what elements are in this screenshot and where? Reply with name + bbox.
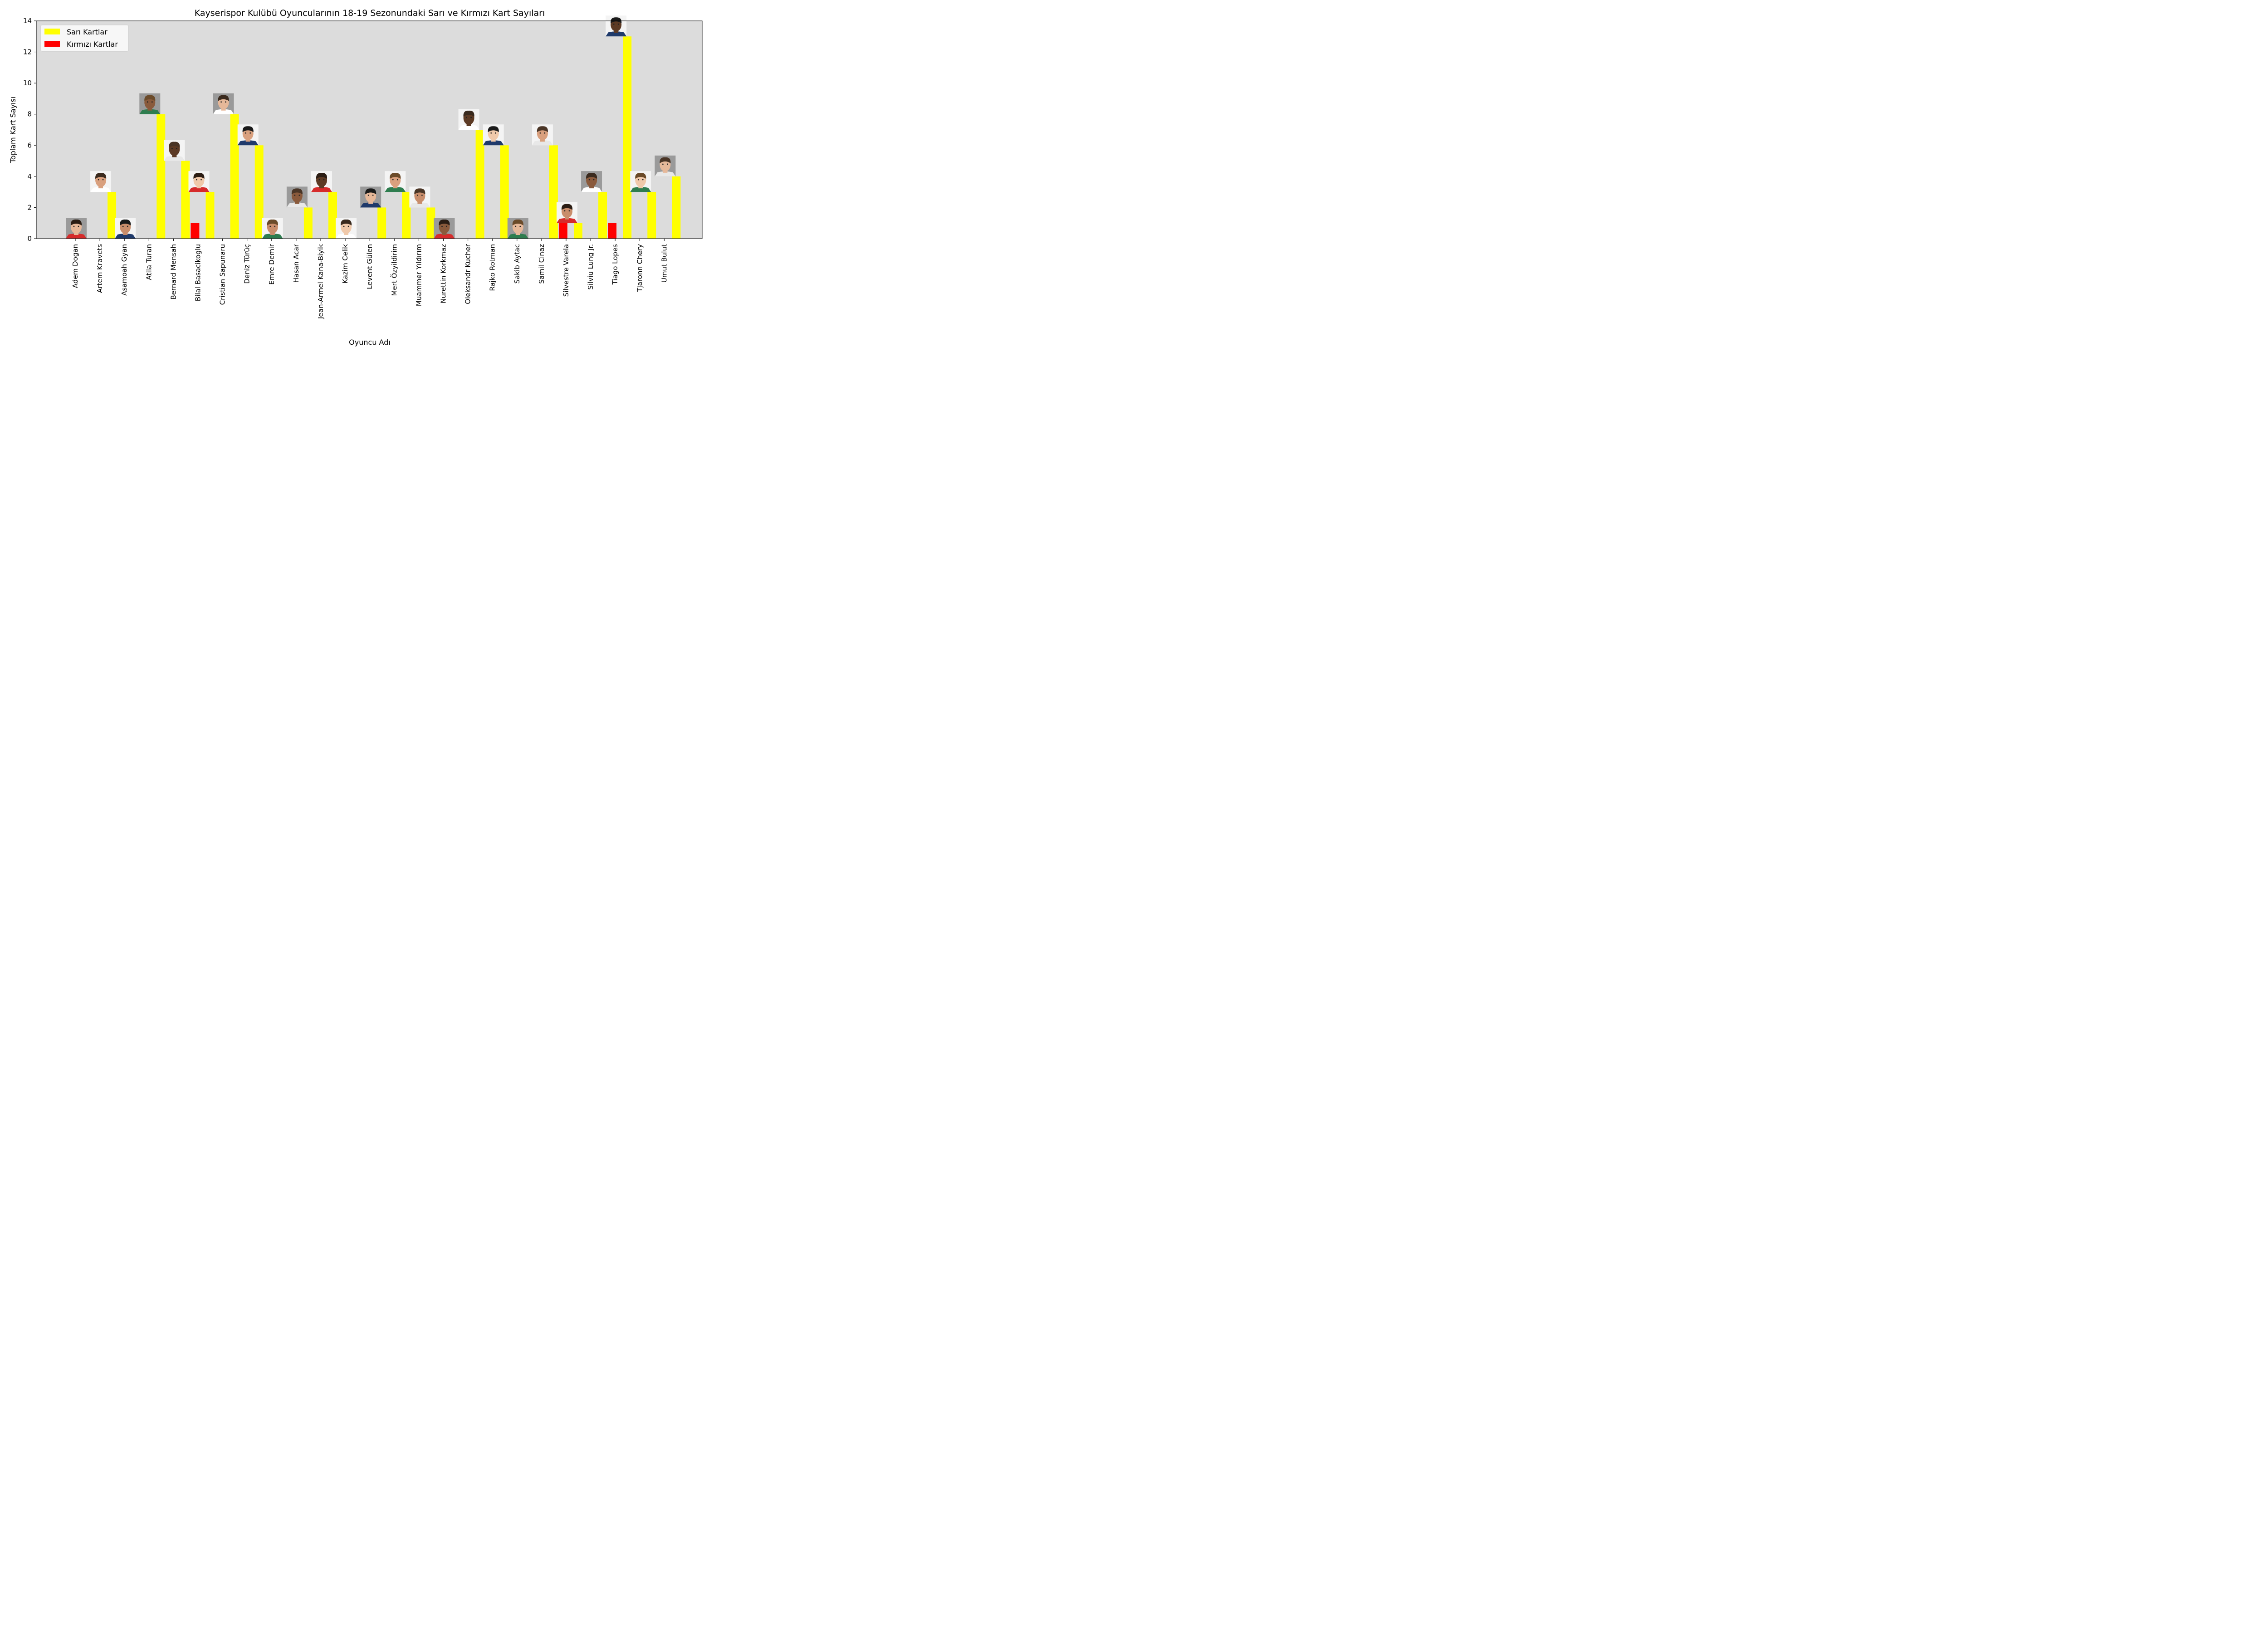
x-tick-label: Jean-Armel Kana-Biyik <box>317 244 325 319</box>
player-face-icon <box>237 124 259 146</box>
player-face-icon <box>139 93 161 114</box>
yellow-card-bar <box>426 207 435 239</box>
yellow-card-bar <box>598 192 607 239</box>
player-face-icon <box>360 186 381 208</box>
yellow-card-bar <box>303 207 313 239</box>
x-tick-label: Bilal Basacikoglu <box>194 244 202 301</box>
x-axis: Adem Dogan Artem Kravets Asamoah Gyan Atila… <box>71 239 668 319</box>
bars-layer <box>108 36 681 239</box>
y-tick-label: 4 <box>27 172 32 181</box>
yellow-card-bar <box>156 114 166 239</box>
player-face-icon <box>115 218 136 239</box>
x-tick-label: Tiago Lopes <box>611 244 619 285</box>
player-face-icon <box>655 155 676 176</box>
player-face-icon <box>606 15 627 37</box>
legend-swatch-yellow <box>44 29 60 34</box>
player-face-icon <box>532 124 553 146</box>
x-tick-label: Emre Demir <box>268 244 276 284</box>
x-tick-label: Mert Özyildirim <box>390 244 398 296</box>
y-axis-label: Toplam Kart Sayısı <box>9 97 17 164</box>
yellow-card-bar <box>574 223 582 239</box>
player-face-icon <box>557 202 577 223</box>
player-face-icon <box>188 171 210 192</box>
yellow-card-bar <box>230 114 239 239</box>
yellow-card-bar <box>377 207 386 239</box>
yellow-card-bar <box>205 192 215 239</box>
yellow-card-bar <box>108 192 117 239</box>
yellow-card-bar <box>623 36 632 239</box>
yellow-card-bar <box>500 145 509 239</box>
red-card-bar <box>558 223 567 239</box>
player-face-icon <box>409 186 430 208</box>
x-tick-label: Samil Cinaz <box>538 244 546 284</box>
yellow-card-bar <box>254 145 264 239</box>
chart: Kayserispor Kulübü Oyuncularının 18-19 S… <box>9 8 703 347</box>
yellow-card-bar <box>328 192 337 239</box>
x-tick-label: Tjaronn Chery <box>635 244 644 293</box>
player-face-icon <box>286 186 308 208</box>
y-tick-label: 12 <box>23 48 32 56</box>
yellow-card-bar <box>475 130 484 239</box>
y-axis: 0 2 4 6 8 10 12 14 <box>23 17 36 243</box>
y-tick-label: 0 <box>27 235 32 243</box>
x-tick-label: Atila Turan <box>145 244 153 280</box>
yellow-card-bar <box>402 192 411 239</box>
player-face-icon <box>336 218 357 239</box>
y-tick-label: 10 <box>23 79 32 87</box>
x-tick-label: Asamoah Gyan <box>120 244 128 296</box>
red-card-bar <box>608 223 617 239</box>
player-face-icon <box>630 171 651 192</box>
yellow-card-bar <box>181 161 190 239</box>
x-tick-label: Levent Gülen <box>366 244 374 289</box>
x-tick-label: Silviu Lung Jr. <box>587 244 595 290</box>
y-tick-label: 6 <box>27 141 32 149</box>
player-face-icon <box>483 124 504 146</box>
y-tick-label: 14 <box>23 17 32 25</box>
x-tick-label: Deniz Türüç <box>243 244 251 284</box>
x-tick-label: Rajko Rotman <box>489 244 497 291</box>
yellow-card-bar <box>549 145 558 239</box>
x-tick-label: Cristian Sapunaru <box>219 244 227 305</box>
x-tick-label: Umut Bulut <box>660 244 668 283</box>
player-face-icon <box>66 218 87 239</box>
chart-title: Kayserispor Kulübü Oyuncularının 18-19 S… <box>195 8 545 18</box>
x-tick-label: Oleksandr Kucher <box>464 244 472 304</box>
x-tick-label: Artem Kravets <box>96 244 104 293</box>
x-axis-label: Oyuncu Adı <box>349 338 391 347</box>
plot-frame <box>36 20 703 239</box>
photos-layer <box>66 15 676 239</box>
x-tick-label: Hasan Acar <box>292 244 300 283</box>
player-face-icon <box>213 93 234 114</box>
yellow-card-bar <box>672 176 681 239</box>
legend-box <box>40 24 129 52</box>
player-face-icon <box>434 218 455 239</box>
x-tick-label: Nurettin Korkmaz <box>440 244 448 303</box>
player-face-icon <box>90 171 112 192</box>
legend-label-yellow: Sarı Kartlar <box>67 28 108 36</box>
x-tick-label: Silvestre Varela <box>562 244 570 297</box>
player-face-icon <box>581 171 602 192</box>
y-tick-label: 2 <box>27 203 32 211</box>
y-tick-label: 8 <box>27 110 32 118</box>
player-face-icon <box>262 218 283 239</box>
x-tick-label: Bernard Mensah <box>169 244 177 300</box>
player-face-icon <box>507 218 528 239</box>
legend-swatch-red <box>44 41 60 47</box>
x-tick-label: Adem Dogan <box>71 244 79 288</box>
legend: Sarı Kartlar Kırmızı Kartlar <box>40 24 129 52</box>
yellow-card-bar <box>647 192 656 239</box>
x-tick-label: Kazim Celik <box>341 244 349 284</box>
red-card-bar <box>191 223 200 239</box>
player-face-icon <box>385 171 406 192</box>
player-face-icon <box>164 140 185 161</box>
x-tick-label: Muammer Yıldırım <box>415 244 423 306</box>
x-tick-label: Sakib Aytac <box>513 244 521 284</box>
player-face-icon <box>311 171 332 192</box>
legend-label-red: Kırmızı Kartlar <box>67 40 118 49</box>
player-face-icon <box>458 109 479 130</box>
